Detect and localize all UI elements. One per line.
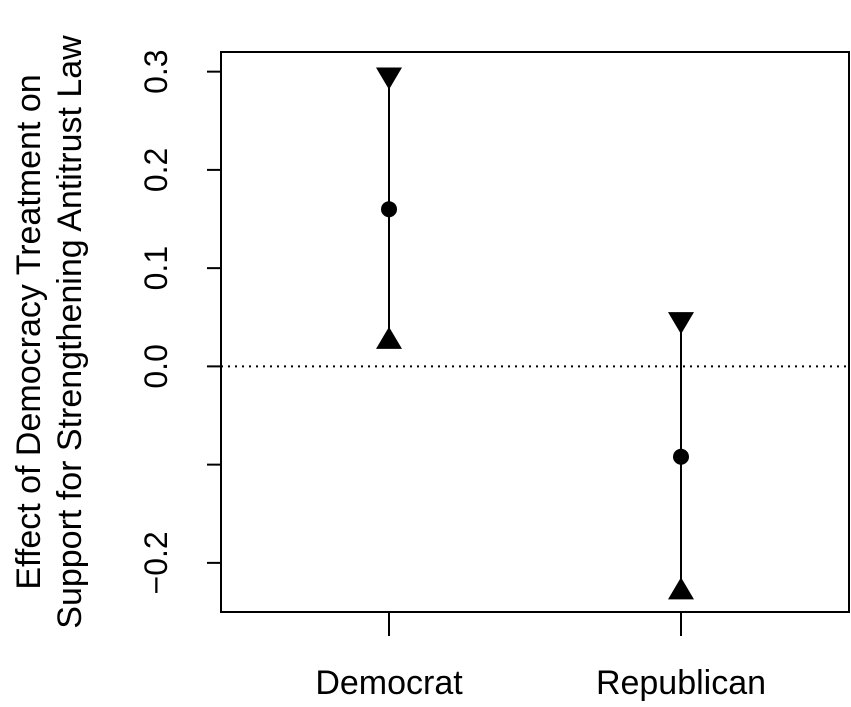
- point-estimate-republican: [673, 448, 689, 465]
- upper-bound-marker-democrat: [376, 67, 402, 90]
- y-axis-label-line-2: Support for Strengthening Antitrust Law: [51, 35, 89, 629]
- lower-bound-marker-democrat: [376, 326, 402, 349]
- x-tick-label-democrat: Democrat: [315, 664, 463, 702]
- y-tick-label: 0.1: [138, 246, 174, 290]
- y-tick-label: −0.2: [138, 531, 174, 594]
- point-estimate-democrat: [381, 201, 397, 218]
- plot-marks: −0.2 0.0 0.1 0.2 0.3 Democrat Republican: [138, 49, 849, 702]
- y-tick-label: 0.3: [138, 49, 174, 93]
- y-tick-label: 0.2: [138, 148, 174, 192]
- lower-bound-marker-republican: [668, 577, 694, 600]
- y-tick-label: 0.0: [138, 344, 174, 388]
- upper-bound-marker-republican: [668, 312, 694, 335]
- plot-frame: [220, 51, 850, 613]
- y-axis-label-line-1: Effect of Democracy Treatment on: [10, 74, 48, 589]
- x-tick-label-republican: Republican: [596, 664, 766, 702]
